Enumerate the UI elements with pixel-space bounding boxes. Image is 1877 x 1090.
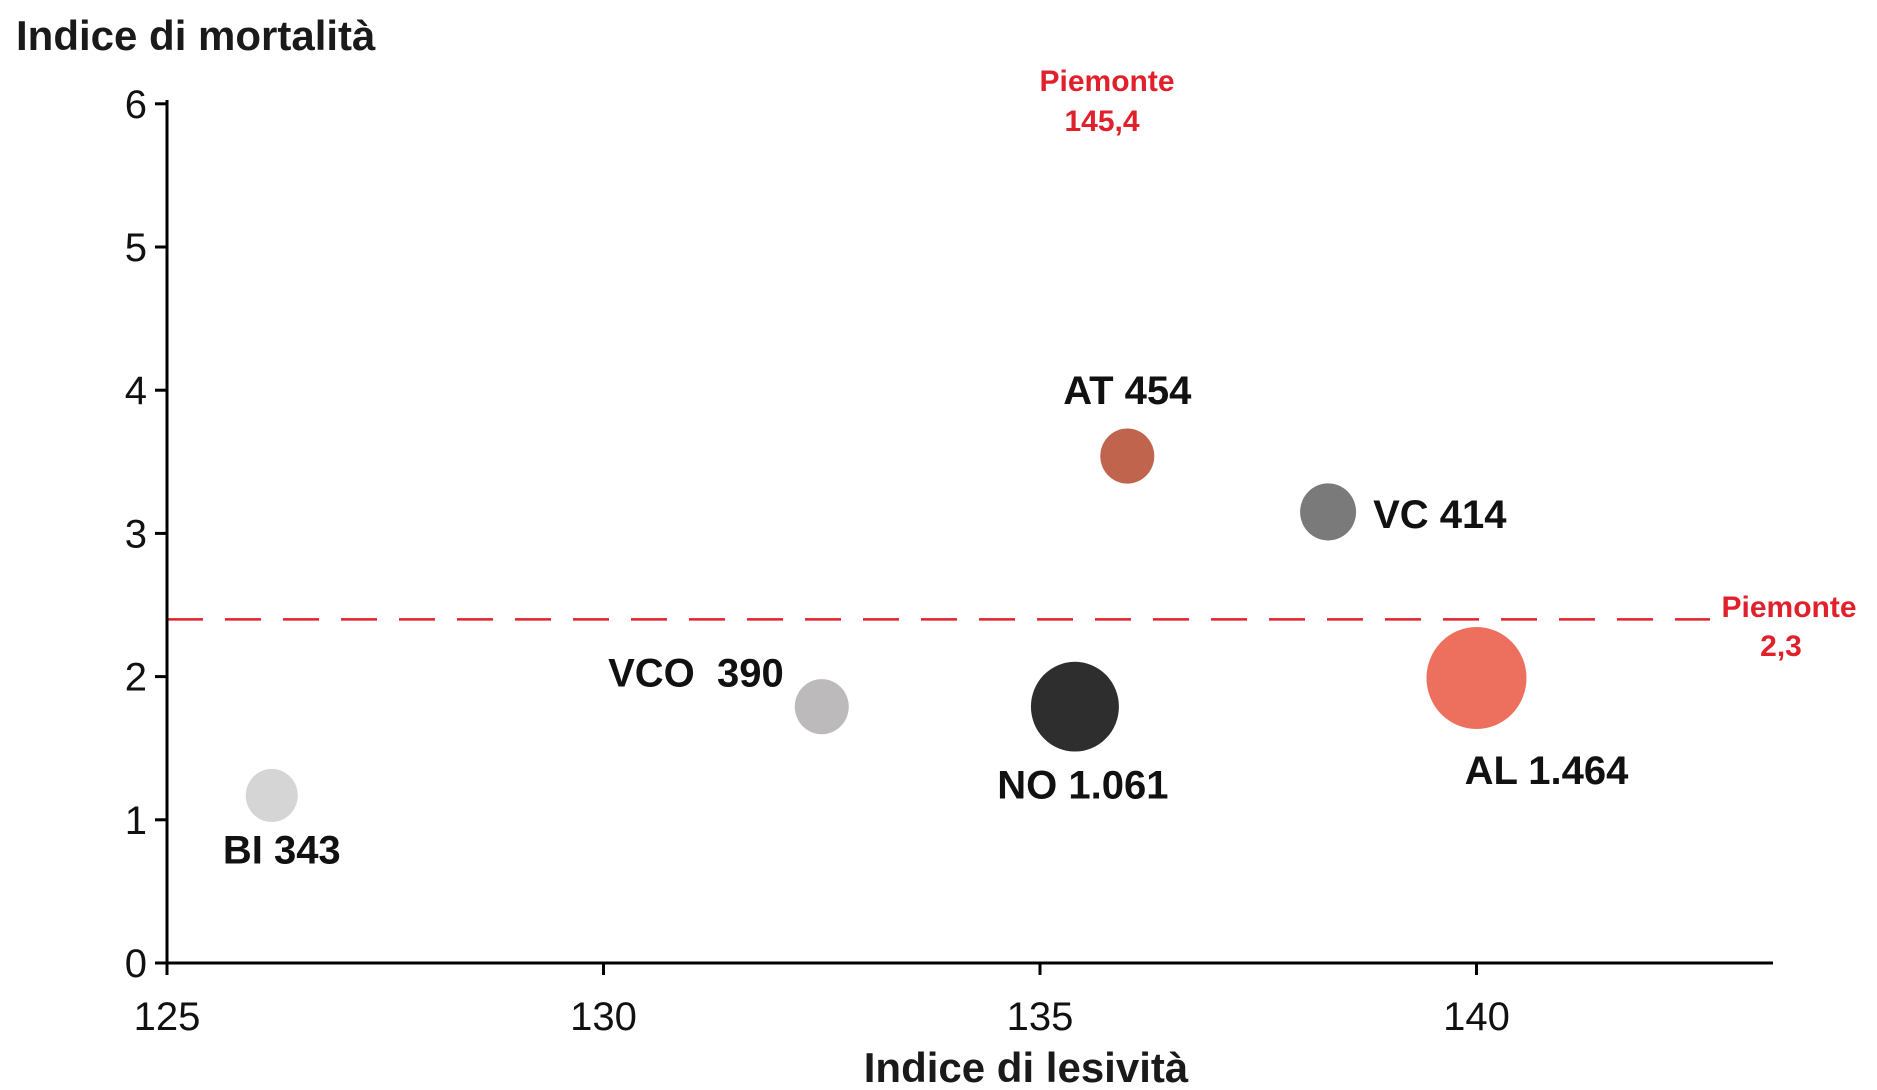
vertical-reference-label-name: Piemonte: [1039, 65, 1174, 98]
bubble-series: [245, 428, 1527, 822]
x-tick-label: 140: [1443, 995, 1510, 1039]
y-tick-label: 2: [125, 656, 147, 700]
y-tick-label: 6: [125, 83, 147, 127]
bubble-label-al: AL 1.464: [1465, 749, 1630, 793]
y-tick-label: 1: [125, 799, 147, 843]
bubble-labels: BI 343 VCO 390 NO 1.061 AT 454 VC 414 AL 1.46…: [223, 369, 1630, 872]
x-tick-label: 125: [134, 995, 201, 1039]
horizontal-reference-label-value: 2,3: [1760, 630, 1802, 663]
bubble-label-vco: VCO 390: [608, 652, 784, 696]
bubble-no: [1030, 661, 1119, 752]
x-tick-label: 135: [1007, 995, 1074, 1039]
bubble-label-no: NO 1.061: [997, 764, 1168, 808]
reference-labels: Piemonte 145,4 Piemonte 2,3: [1039, 65, 1856, 663]
bubble-vc: [1300, 483, 1357, 541]
y-axis-title: Indice di mortalità: [16, 12, 376, 59]
bubble-bi: [245, 768, 298, 822]
y-tick-label: 5: [125, 226, 147, 270]
y-tick-label: 4: [125, 369, 147, 413]
y-tick-label: 3: [125, 512, 147, 556]
bubble-label-at: AT 454: [1063, 369, 1192, 413]
y-axis-ticks: 0 1 2 3 4 5 6: [125, 83, 167, 986]
bubble-label-vc: VC 414: [1373, 493, 1507, 537]
horizontal-reference-label-name: Piemonte: [1721, 591, 1856, 624]
vertical-reference-label-value: 145,4: [1064, 105, 1139, 138]
x-tick-label: 130: [570, 995, 637, 1039]
bubble-al: [1426, 627, 1527, 730]
bubble-label-bi: BI 343: [223, 828, 341, 872]
x-axis-ticks: 125130135140145150155160: [134, 963, 1510, 1039]
y-tick-label: 0: [125, 942, 147, 986]
reference-lines: [167, 618, 1710, 621]
bubble-at: [1100, 428, 1155, 484]
bubble-vco: [794, 679, 849, 735]
x-axis-title: Indice di lesività: [864, 1044, 1189, 1090]
